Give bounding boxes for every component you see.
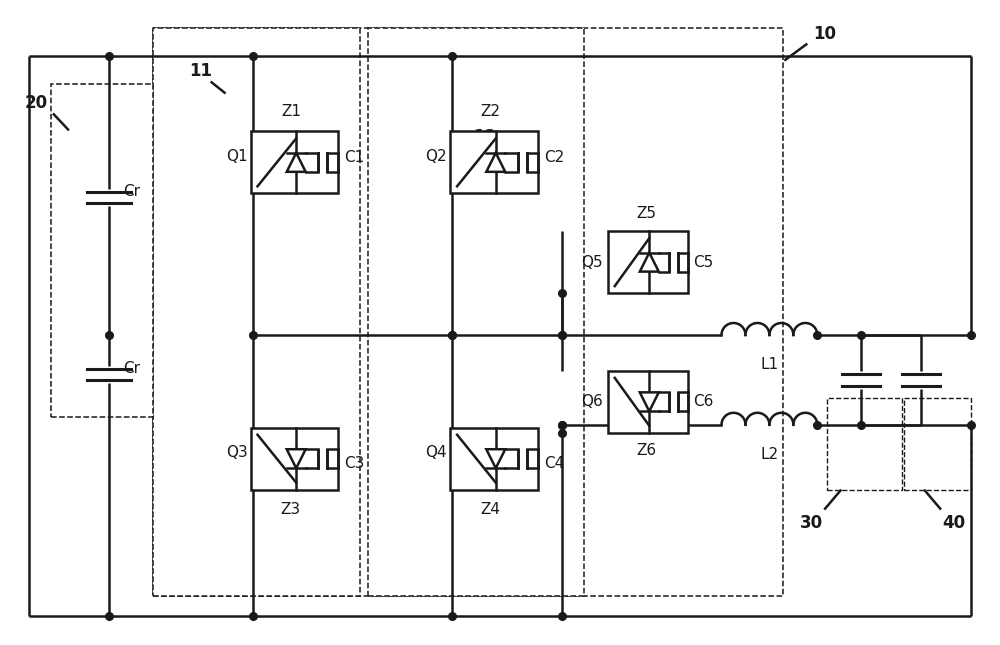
Text: Z4: Z4 xyxy=(481,502,501,517)
Text: L2: L2 xyxy=(760,447,778,462)
Text: 12: 12 xyxy=(473,128,497,146)
Bar xyxy=(153,28,360,597)
Text: Z6: Z6 xyxy=(636,442,656,458)
Bar xyxy=(608,371,688,433)
Polygon shape xyxy=(287,449,306,468)
Text: C3: C3 xyxy=(344,456,365,471)
Text: C1: C1 xyxy=(344,150,365,165)
Text: Q2: Q2 xyxy=(425,149,447,164)
Text: C6: C6 xyxy=(694,394,714,410)
Text: Z3: Z3 xyxy=(281,502,301,517)
Bar xyxy=(450,132,538,194)
Text: C5: C5 xyxy=(694,255,714,270)
Text: Q4: Q4 xyxy=(425,445,447,461)
Polygon shape xyxy=(640,392,659,412)
Bar xyxy=(904,398,971,490)
Bar xyxy=(251,428,338,490)
Bar xyxy=(51,83,153,417)
Text: Q5: Q5 xyxy=(581,255,603,270)
Text: Q3: Q3 xyxy=(226,445,248,461)
Text: Cr: Cr xyxy=(123,184,140,199)
Text: 11: 11 xyxy=(189,61,212,79)
Text: 20: 20 xyxy=(24,94,48,112)
Text: Cr: Cr xyxy=(123,361,140,377)
Bar xyxy=(608,231,688,293)
Bar xyxy=(153,28,783,597)
Text: 40: 40 xyxy=(942,513,966,531)
Polygon shape xyxy=(287,153,306,172)
Polygon shape xyxy=(486,153,505,172)
Bar xyxy=(368,28,584,597)
Text: 10: 10 xyxy=(813,25,836,43)
Polygon shape xyxy=(640,253,659,272)
Text: L1: L1 xyxy=(760,357,778,372)
Text: C4: C4 xyxy=(544,456,564,471)
Bar xyxy=(827,398,902,490)
Text: C2: C2 xyxy=(544,150,564,165)
Bar xyxy=(450,428,538,490)
Polygon shape xyxy=(486,449,505,468)
Text: Z1: Z1 xyxy=(281,104,301,119)
Text: Q6: Q6 xyxy=(581,394,603,410)
Text: 30: 30 xyxy=(800,513,823,531)
Text: Z5: Z5 xyxy=(636,206,656,221)
Text: Z2: Z2 xyxy=(481,104,501,119)
Text: Q1: Q1 xyxy=(226,149,248,164)
Bar xyxy=(251,132,338,194)
